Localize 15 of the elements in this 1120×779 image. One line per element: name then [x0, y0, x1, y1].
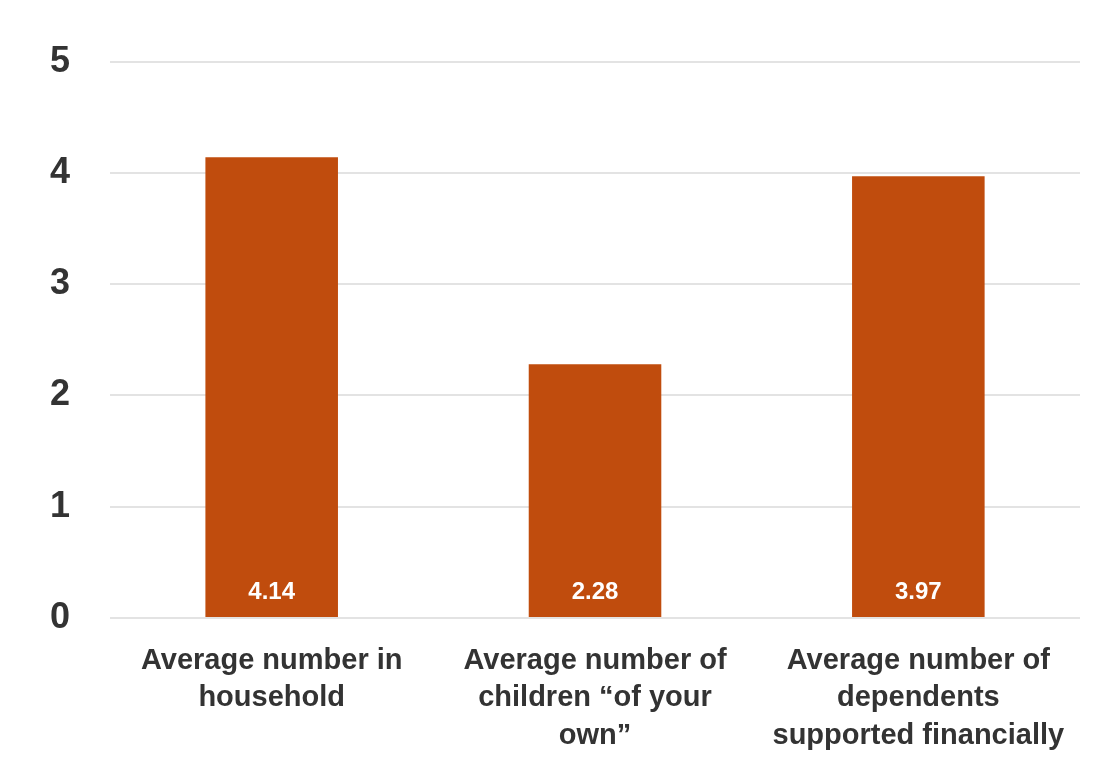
y-tick-label: 0 — [49, 594, 71, 636]
x-tick-label: Average number of children “of your own” — [463, 642, 727, 751]
data-label: 3.97 — [894, 576, 942, 604]
y-tick-label: 1 — [49, 483, 71, 525]
bar — [528, 364, 662, 617]
y-tick-label: 4 — [49, 149, 71, 191]
y-tick-label: 2 — [49, 372, 71, 414]
x-tick-label: Average number in household — [140, 642, 403, 713]
y-tick-label: 3 — [49, 261, 71, 303]
y-tick-label: 5 — [49, 38, 71, 80]
data-label: 4.14 — [248, 576, 296, 604]
bar — [852, 176, 985, 617]
data-label: 2.28 — [571, 576, 619, 604]
bar — [205, 157, 338, 617]
x-tick-label: Average number of dependents supported financially — [772, 642, 1065, 751]
